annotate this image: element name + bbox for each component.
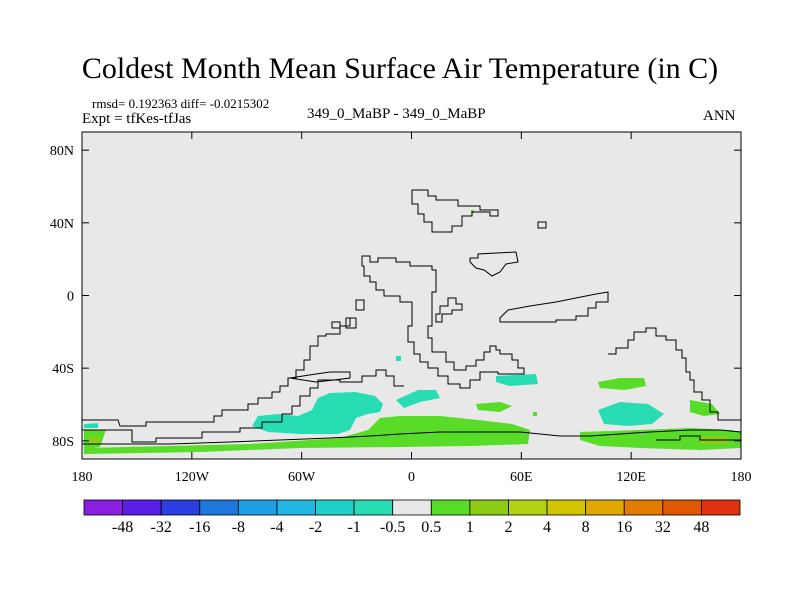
colorbar-label: -0.5 (380, 519, 405, 536)
season-label: ANN (703, 108, 736, 124)
landmass-outline (469, 251, 519, 277)
colorbar-label: 4 (543, 519, 551, 536)
y-tick-label: 40S (52, 362, 74, 377)
x-tick-label: 120E (616, 470, 646, 485)
x-tick-label: 120W (175, 470, 210, 485)
colorbar-swatch (392, 499, 432, 516)
colorbar-swatch (199, 499, 239, 516)
colorbar-swatch (623, 499, 664, 516)
positive-anomaly-region (598, 378, 646, 390)
colorbar-label: -2 (309, 519, 322, 536)
colorbar-swatch (315, 499, 355, 516)
colorbar: -48 -32 -16 -8 -4 -2 -1 -0.5 0.5 1 2 4 8 16 32 48 (83, 499, 741, 536)
colorbar-label: 48 (693, 519, 709, 536)
colorbar-label: -1 (347, 519, 360, 536)
positive-anomaly-region (84, 416, 530, 454)
colorbar-label: -8 (232, 519, 245, 536)
colorbar-swatch (585, 499, 625, 516)
landmass-outline (411, 189, 499, 233)
landmass-outline (656, 435, 741, 441)
colorbar-label: 16 (616, 519, 632, 536)
positive-anomaly-region (533, 412, 537, 416)
colorbar-swatch (508, 499, 548, 516)
y-tick-label: 40N (50, 217, 74, 232)
land-outlines (82, 189, 741, 445)
x-tick-label: 60E (510, 470, 533, 485)
case-name: 349_0_MaBP - 349_0_MaBP (307, 106, 486, 122)
colorbar-swatch (546, 499, 587, 516)
colorbar-label: 32 (655, 519, 671, 536)
x-tick-label: 180 (72, 470, 93, 485)
x-tick-label: 0 (408, 470, 415, 485)
y-tick-label: 80S (52, 435, 74, 450)
colorbar-label: -32 (151, 519, 172, 536)
colorbar-label: -48 (112, 519, 133, 536)
colorbar-label: -4 (270, 519, 283, 536)
x-tick-label: 180 (731, 470, 752, 485)
colorbar-label: 1 (466, 519, 474, 536)
colorbar-swatch (160, 499, 201, 516)
landmass-outline (289, 371, 351, 383)
positive-anomaly-region (476, 402, 512, 412)
landmass-outline (82, 429, 741, 445)
landmass-outline (82, 369, 404, 443)
colorbar-label: -16 (189, 519, 210, 536)
negative-anomaly-region (396, 390, 440, 408)
landmass-outline (537, 221, 547, 229)
colorbar-swatch (701, 499, 741, 516)
plot-title: Coldest Month Mean Surface Air Temperatu… (81, 52, 719, 85)
colorbar-swatch (662, 499, 702, 516)
colorbar-swatch (430, 499, 471, 516)
map-axes: 180 120W 60W 0 60E 120E 180 80N 40N 0 40S 80S (50, 131, 752, 485)
landmass-outline (499, 291, 609, 323)
x-tick-label: 60W (288, 470, 316, 485)
experiment-label: Expt = tfKes-tfJas (82, 111, 192, 127)
colorbar-label: 8 (582, 519, 590, 536)
stats-text: rmsd= 0.192363 diff= -0.0215302 (92, 96, 270, 111)
landmass-outline (361, 255, 525, 389)
positive-anomaly-region (88, 437, 100, 444)
y-tick-label: 80N (50, 144, 74, 159)
colorbar-swatch (276, 499, 316, 516)
negative-anomaly-region (252, 392, 383, 434)
landmass-outline (435, 297, 463, 323)
colorbar-swatch (83, 499, 123, 516)
negative-anomaly-region (84, 423, 98, 428)
colorbar-swatch (237, 499, 278, 516)
y-tick-label: 0 (67, 290, 74, 305)
colorbar-label: 2 (504, 519, 512, 536)
colorbar-swatch (469, 499, 509, 516)
colorbar-swatch (122, 499, 162, 516)
landmass-outline (82, 317, 356, 427)
negative-anomaly-region (598, 402, 664, 426)
negative-anomaly-region (396, 356, 401, 361)
negative-anomaly-region (496, 374, 538, 386)
colorbar-label: 0.5 (421, 519, 441, 536)
colorbar-swatch (353, 499, 394, 516)
landmass-outline (608, 327, 741, 421)
